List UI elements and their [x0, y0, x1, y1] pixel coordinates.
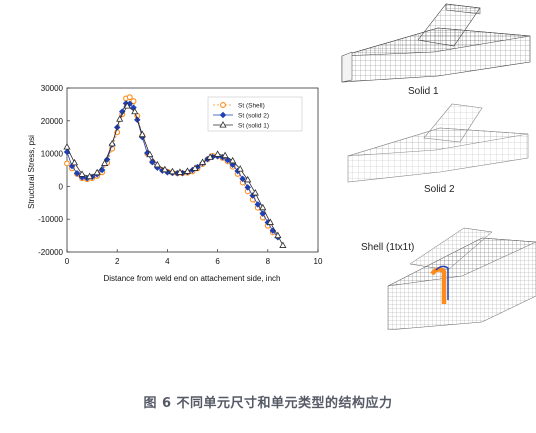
data-point-solid1	[153, 160, 161, 168]
data-point-shell	[126, 94, 133, 101]
data-point-solid1	[214, 150, 222, 157]
data-point-solid1	[191, 164, 199, 171]
data-point-solid1	[198, 158, 207, 165]
solid1-mesh-panel	[330, 0, 536, 90]
legend-marker-solid1	[219, 121, 227, 128]
data-point-solid2	[239, 175, 246, 183]
series-layer	[63, 94, 287, 248]
data-point-solid2	[244, 184, 251, 191]
y-tick-label: 0	[59, 182, 64, 191]
data-point-solid1	[101, 159, 109, 166]
data-point-solid1	[229, 156, 237, 164]
solid1-label: Solid 1	[408, 86, 439, 97]
data-point-solid1	[78, 170, 86, 177]
data-point-solid1	[146, 150, 154, 158]
solid2-mesh-panel	[340, 100, 536, 186]
x-tick-label: 6	[215, 257, 220, 266]
legend-label-shell: St (Shell)	[238, 103, 265, 110]
x-tick-label: 10	[314, 257, 323, 266]
shell-mesh-panel	[352, 220, 536, 331]
data-point-shell	[130, 98, 137, 105]
x-tick-label: 2	[115, 257, 120, 266]
data-point-solid1	[266, 218, 274, 225]
stress-chart: 0 2 4 6 8 10 -20000 -10000 0 10000 20000 30000 Dist…	[27, 84, 323, 283]
data-point-solid1	[279, 241, 287, 248]
data-point-solid1	[93, 168, 101, 176]
data-point-solid1	[274, 231, 282, 239]
data-point-solid1	[161, 165, 169, 173]
data-point-solid1	[123, 102, 131, 109]
legend-label-solid1: St (solid 1)	[238, 123, 269, 130]
data-point-solid1	[138, 130, 146, 138]
figure-caption: 图 6 不同单元尺寸和单元类型的结构应力	[143, 396, 393, 411]
y-tick-label: -10000	[38, 215, 63, 224]
legend: St (Shell) St (solid 2) St (solid 1)	[207, 96, 303, 132]
data-point-solid1	[108, 139, 116, 147]
data-point-solid1	[206, 153, 214, 160]
data-point-solid1	[70, 158, 79, 166]
data-point-solid1	[251, 189, 259, 196]
data-point-solid2	[259, 210, 267, 217]
axis-ticks: 0 2 4 6 8 10 -20000 -10000 0 10000 20000 30000	[38, 84, 323, 266]
legend-marker-solid2	[219, 111, 227, 119]
data-point-solid1	[131, 107, 139, 115]
data-point-shell	[64, 160, 70, 167]
x-tick-label: 4	[165, 257, 170, 266]
legend-label-solid2: St (solid 2)	[238, 113, 269, 120]
data-point-solid1	[176, 168, 184, 175]
data-point-solid2	[254, 201, 261, 208]
weld-line-shell	[430, 267, 447, 304]
x-axis-title: Distance from weld end on attachement si…	[104, 274, 281, 283]
data-point-solid1	[236, 165, 244, 172]
y-axis-title: Structural Stress, psi	[27, 135, 36, 209]
data-point-solid1	[168, 167, 177, 175]
data-point-solid1	[86, 172, 94, 180]
weld-line-solid	[435, 265, 449, 300]
data-point-solid1	[259, 203, 267, 211]
x-tick-label: 0	[65, 257, 70, 266]
data-point-solid2	[73, 170, 81, 177]
data-point-solid2	[149, 158, 156, 166]
data-point-solid2	[229, 161, 236, 168]
solid2-label: Solid 2	[424, 184, 455, 195]
data-point-solid1	[63, 143, 71, 150]
data-point-solid1	[116, 115, 124, 122]
data-point-solid1	[244, 175, 252, 183]
data-point-solid1	[183, 167, 192, 174]
shell-mesh-image	[387, 227, 536, 331]
legend-marker-shell	[220, 102, 226, 108]
data-point-solid1	[221, 151, 229, 159]
y-tick-label: 20000	[41, 117, 64, 126]
solid1-mesh-image	[341, 3, 531, 83]
shell-label: Shell (1tx1t)	[361, 242, 415, 253]
y-tick-label: -20000	[38, 248, 63, 257]
x-tick-label: 8	[266, 257, 271, 266]
y-tick-label: 30000	[41, 84, 64, 93]
y-tick-label: 10000	[41, 150, 64, 159]
solid2-mesh-image	[347, 103, 529, 183]
